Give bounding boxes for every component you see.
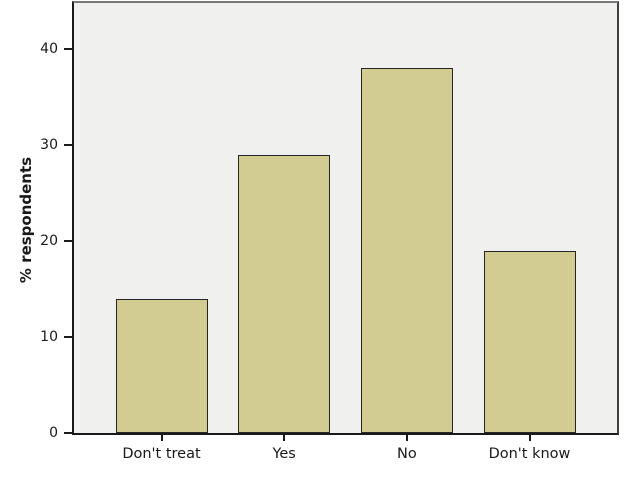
bar-yes [238,154,331,433]
x-tick-label: Don't treat [122,446,201,462]
y-tick-mark [64,48,72,51]
x-tick-label: No [396,446,417,462]
y-tick-label: 20 [40,233,58,250]
y-tick-mark [64,336,72,339]
bar-don-t-know [483,250,576,433]
x-tick-mark [405,435,408,441]
x-tick-mark [528,435,531,441]
x-tick-label: Don't know [488,446,571,462]
x-tick-mark [283,435,286,441]
y-tick-label: 10 [40,329,58,346]
y-tick-label: 30 [40,137,58,154]
y-tick-mark [64,144,72,147]
y-tick-label: 40 [40,41,58,58]
x-tick-mark [160,435,163,441]
x-tick-label: Yes [272,446,296,462]
y-tick-mark [64,240,72,243]
y-tick-mark [64,432,72,434]
y-tick-label: 0 [49,425,58,441]
bar-don-t-treat [115,298,208,433]
y-axis-title: % respondents [17,156,35,284]
bar-no [360,68,453,433]
